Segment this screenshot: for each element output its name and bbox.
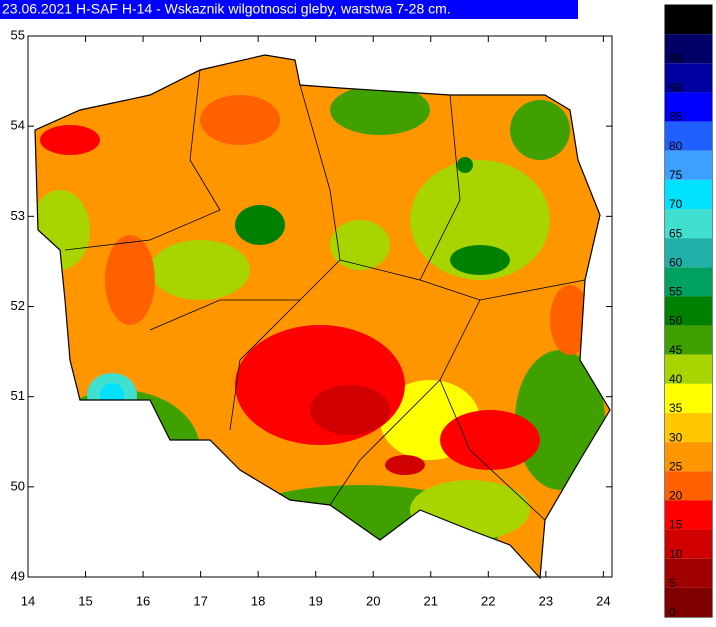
x-tick-label: 22 (481, 593, 495, 608)
colorbar-label: 10 (669, 547, 683, 561)
colorbar-label: 40 (669, 372, 683, 386)
colorbar-swatch (665, 442, 712, 472)
colorbar-label: 70 (669, 197, 683, 211)
region-borders (64, 69, 586, 521)
y-tick-label: 50 (11, 478, 25, 493)
colorbar-swatch (665, 471, 712, 501)
colorbar-swatch (665, 325, 712, 355)
x-tick-label: 17 (193, 593, 207, 608)
colorbar-label: 90 (669, 81, 683, 95)
colorbar-swatch (665, 63, 712, 93)
colorbar-label: 35 (669, 401, 683, 415)
y-tick-label: 52 (11, 298, 25, 313)
colorbar-label: 5 (669, 576, 676, 590)
colorbar-swatch (665, 238, 712, 268)
colorbar-swatch (665, 179, 712, 209)
colorbar-label: 65 (669, 226, 683, 240)
colorbar-label: 95 (669, 51, 683, 65)
colorbar-label: 85 (669, 110, 683, 124)
x-tick-label: 18 (251, 593, 265, 608)
colorbar-swatch (665, 296, 712, 326)
colorbar-swatch (665, 209, 712, 239)
colorbar-swatch (665, 150, 712, 180)
colorbar-label: 80 (669, 139, 683, 153)
y-tick-label: 54 (11, 118, 25, 133)
title-bg (0, 0, 578, 19)
x-tick-label: 24 (596, 593, 610, 608)
colorbar-swatch (665, 121, 712, 151)
colorbar-label: 25 (669, 459, 683, 473)
colorbar-label: 0 (669, 605, 676, 619)
x-tick-label: 14 (21, 593, 35, 608)
colorbar-swatch (665, 92, 712, 122)
colorbar-label: 60 (669, 255, 683, 269)
colorbar-label: 100 (669, 22, 689, 36)
x-tick-label: 16 (136, 593, 150, 608)
colorbar-swatch (665, 5, 712, 35)
y-tick-label: 51 (11, 388, 25, 403)
x-tick-label: 21 (424, 593, 438, 608)
colorbar-label: 30 (669, 430, 683, 444)
colorbar-swatch (665, 558, 712, 588)
y-tick-label: 53 (11, 208, 25, 223)
x-tick-label: 15 (78, 593, 92, 608)
colorbar-label: 45 (669, 343, 683, 357)
x-tick-label: 19 (308, 593, 322, 608)
colorbar-label: 50 (669, 314, 683, 328)
colorbar-swatch (665, 383, 712, 413)
colorbar-swatch (665, 500, 712, 530)
colorbar-swatch (665, 354, 712, 384)
colorbar-label: 15 (669, 518, 683, 532)
title: 23.06.2021 H-SAF H-14 - Wskaznik wilgotn… (2, 1, 451, 17)
colorbar-swatch (665, 34, 712, 64)
colorbar-swatch (665, 587, 712, 617)
colorbar-swatch (665, 267, 712, 297)
x-tick-label: 23 (539, 593, 553, 608)
x-tick-label: 20 (366, 593, 380, 608)
colorbar-label: 55 (669, 285, 683, 299)
y-tick-label: 55 (11, 27, 25, 42)
y-tick-label: 49 (11, 568, 25, 583)
colorbar-swatch (665, 529, 712, 559)
colorbar-label: 20 (669, 489, 683, 503)
colorbar-swatch (665, 413, 712, 443)
colorbar-label: 75 (669, 168, 683, 182)
